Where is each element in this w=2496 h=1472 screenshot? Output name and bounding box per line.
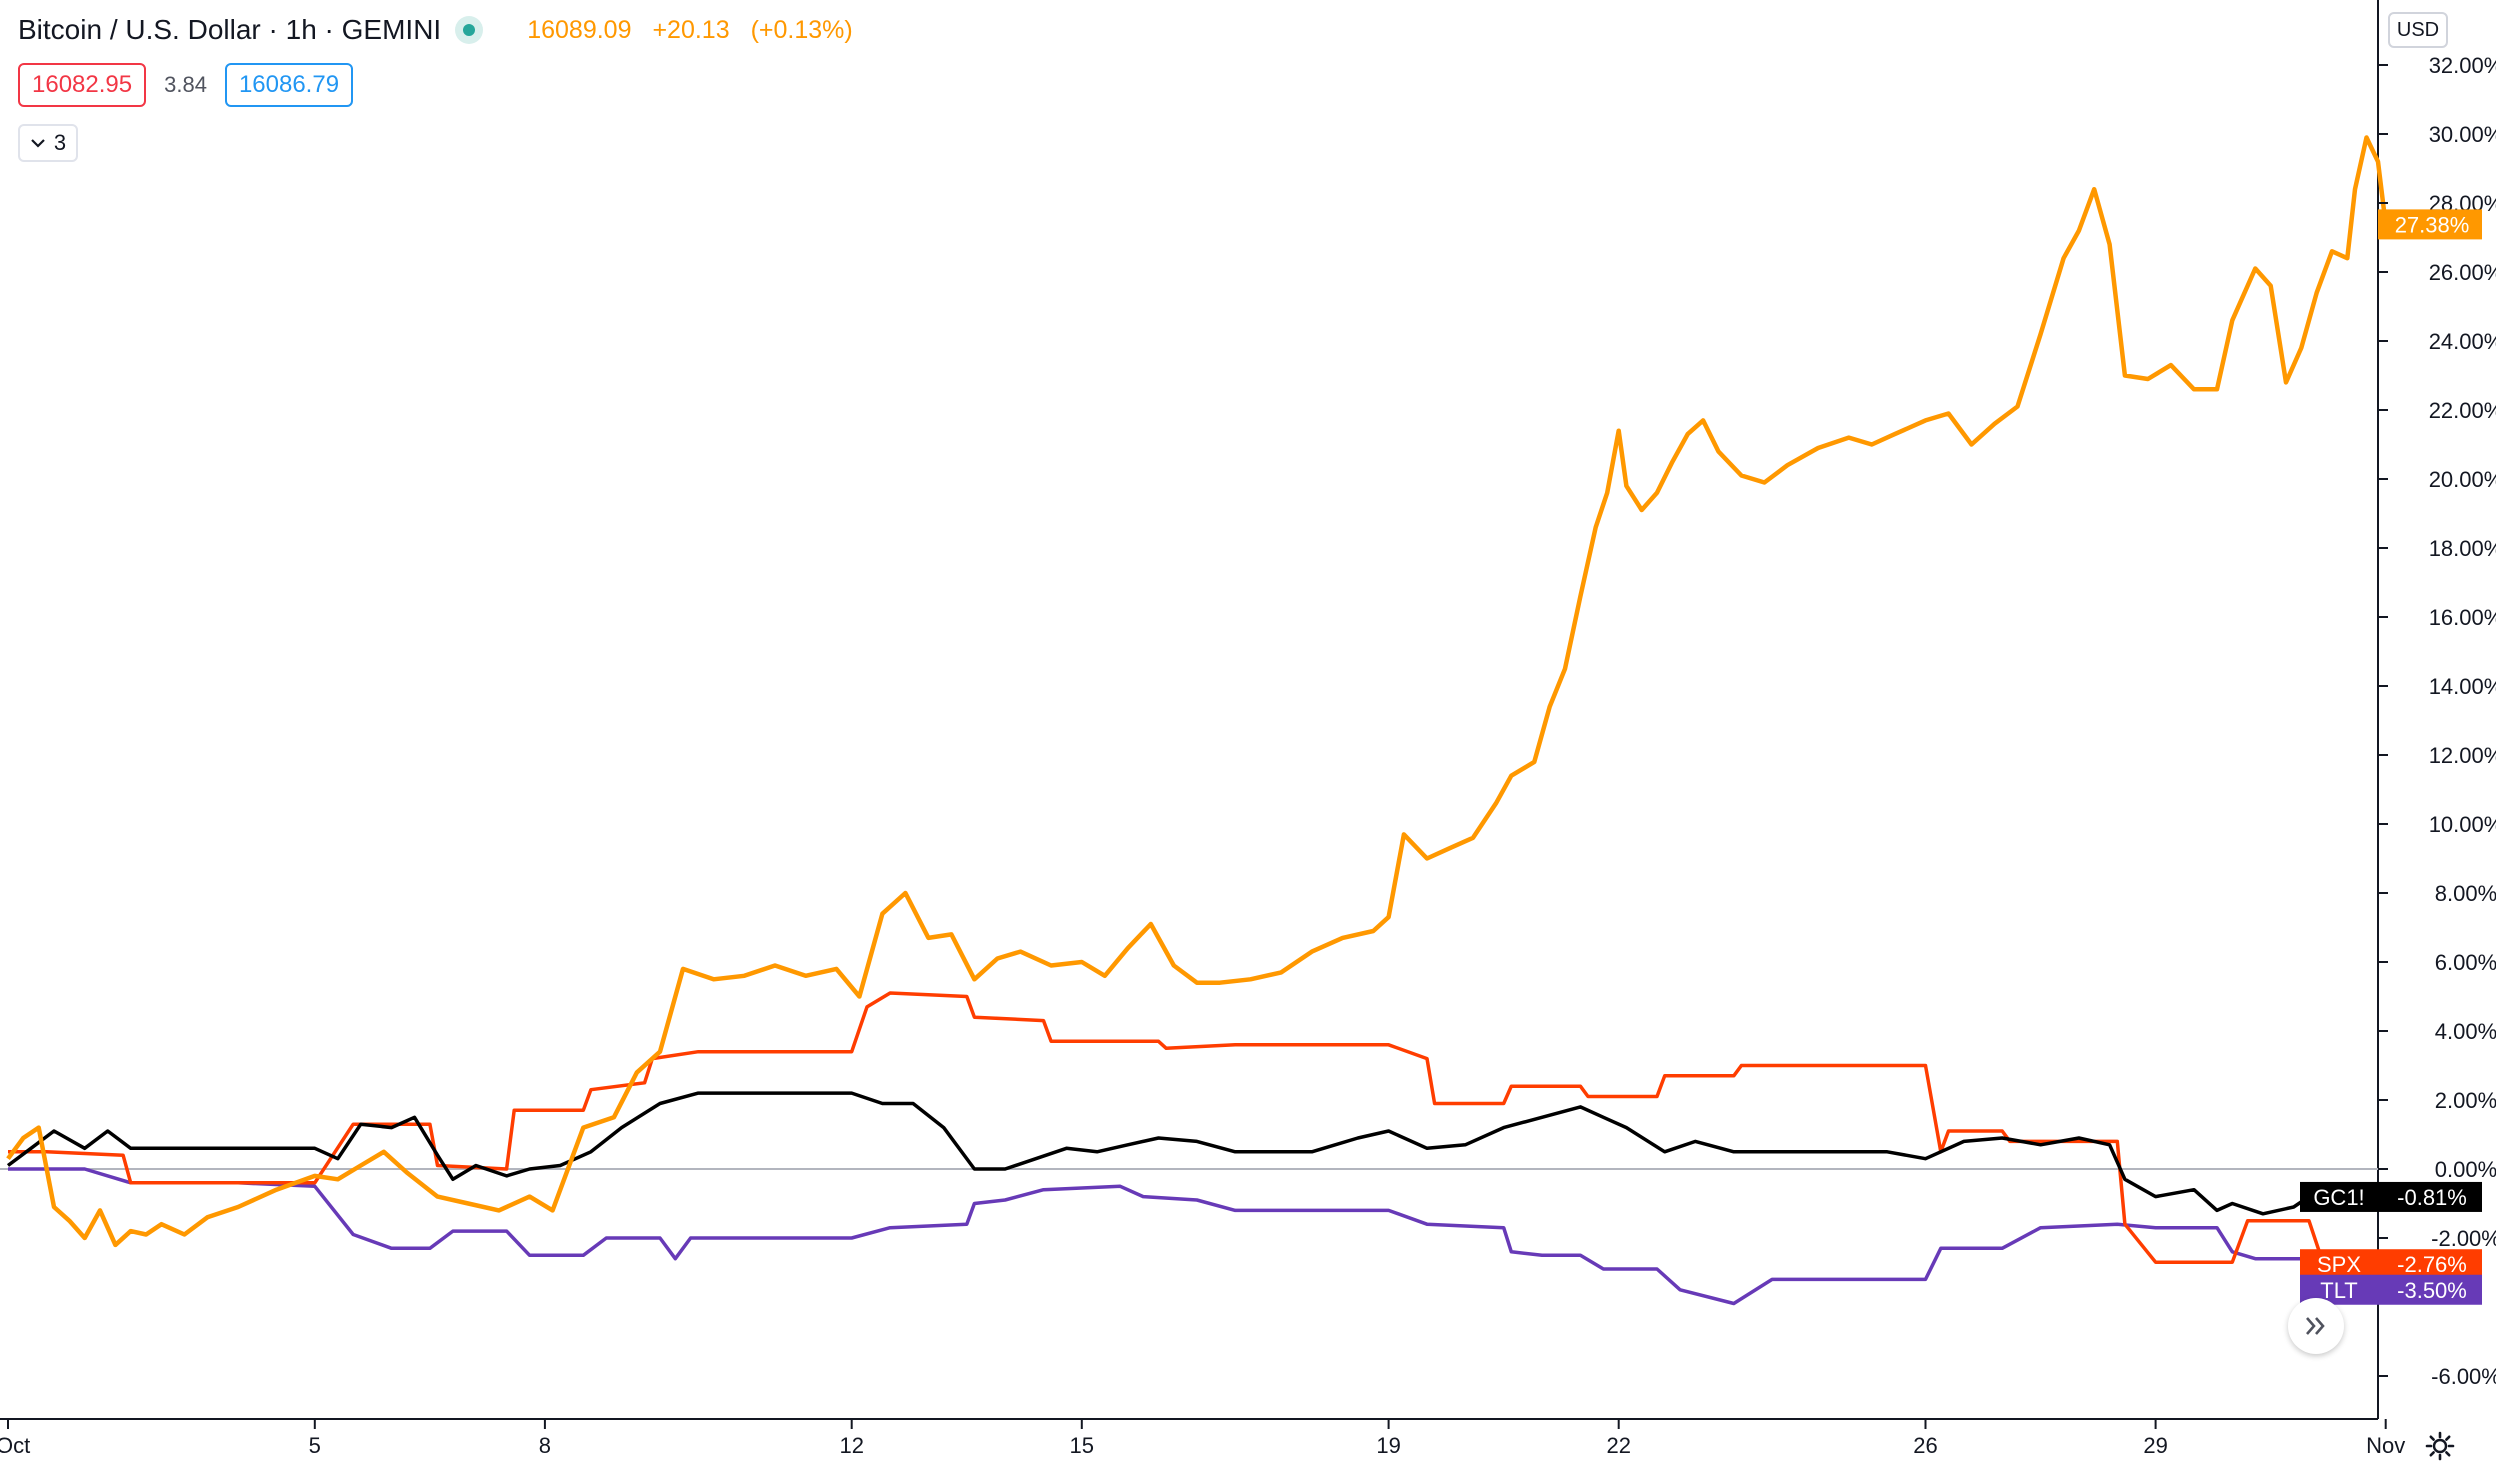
x-tick-label: 22 — [1606, 1433, 1630, 1458]
series-name-label: SPX — [2317, 1252, 2361, 1277]
y-tick-label: 16.00% — [2429, 605, 2496, 630]
y-tick-label: 22.00% — [2429, 398, 2496, 423]
last-value-tag — [2378, 209, 2482, 240]
currency-button[interactable]: USD — [2388, 12, 2448, 48]
x-tick-label: Oct — [0, 1433, 30, 1458]
ask-price-button[interactable]: 16086.79 — [224, 63, 354, 107]
symbol-title[interactable]: Bitcoin / U.S. Dollar · 1h · GEMINI — [18, 14, 442, 45]
y-tick-label: 14.00% — [2429, 674, 2496, 699]
y-tick-label: 6.00% — [2435, 950, 2496, 975]
y-tick-label: 2.00% — [2435, 1088, 2496, 1113]
x-tick-label: 26 — [1913, 1433, 1937, 1458]
price-change-percent: (+0.13%) — [750, 15, 853, 44]
x-tick-label: 19 — [1376, 1433, 1400, 1458]
series-name-label: GC1! — [2313, 1185, 2364, 1210]
bid-price-button[interactable]: 16082.95 — [18, 63, 147, 107]
series-name-tag — [2300, 1181, 2378, 1212]
scroll-to-realtime-button[interactable] — [2288, 1298, 2344, 1354]
x-tick-label: 15 — [1070, 1433, 1094, 1458]
y-tick-label: -2.00% — [2431, 1226, 2496, 1251]
x-tick-label: 8 — [539, 1433, 551, 1458]
y-tick-label: 12.00% — [2429, 743, 2496, 768]
indicators-count: 3 — [53, 130, 67, 155]
y-tick-label: 0.00% — [2435, 1157, 2496, 1182]
last-value-label: -0.81% — [2397, 1185, 2467, 1210]
y-tick-label: 8.00% — [2435, 881, 2496, 906]
last-value-label: -2.76% — [2397, 1252, 2467, 1277]
chevron-down-icon — [31, 139, 45, 148]
series-line-gc — [6, 1091, 2386, 1216]
y-tick-label: 30.00% — [2429, 122, 2496, 147]
y-tick-label: 4.00% — [2435, 1019, 2496, 1044]
series-name-tag — [2300, 1249, 2378, 1280]
last-price-readout: 16089.09 +20.13 (+0.13%) — [527, 16, 867, 45]
y-tick-label: 32.00% — [2429, 53, 2496, 78]
series-name-label: TLT — [2320, 1278, 2357, 1303]
last-value-tag — [2378, 1181, 2482, 1212]
last-price: 16089.09 — [527, 15, 632, 44]
x-tick-label: 29 — [2143, 1433, 2167, 1458]
price-change: +20.13 — [652, 15, 730, 44]
y-tick-label: 26.00% — [2429, 260, 2496, 285]
series-line-btc — [6, 135, 2388, 1248]
y-tick-label: -6.00% — [2431, 1364, 2496, 1389]
market-open-dot-icon — [455, 16, 484, 44]
chart-legend-header: Bitcoin / U.S. Dollar · 1h · GEMINI 1608… — [18, 12, 867, 48]
y-tick-label: 10.00% — [2429, 812, 2496, 837]
last-value-tag — [2378, 1274, 2482, 1305]
x-tick-label: Nov — [2366, 1433, 2405, 1458]
gear-icon — [2425, 1431, 2455, 1461]
last-value-label: 27.38% — [2395, 212, 2470, 237]
last-value-tag — [2378, 1249, 2482, 1280]
spread-value: 3.84 — [164, 72, 207, 97]
series-line-tlt — [8, 1167, 2386, 1306]
last-value-label: -3.50% — [2397, 1278, 2467, 1303]
time-scale[interactable]: Oct 5 8 12 15 19 22 26 29 Nov — [0, 1419, 2405, 1458]
chart-settings-button[interactable] — [2422, 1428, 2458, 1464]
x-tick-label: 5 — [309, 1433, 321, 1458]
bid-ask-row: 16082.95 3.84 16086.79 — [18, 63, 354, 107]
double-chevron-right-icon — [2306, 1317, 2325, 1335]
indicators-collapse-button[interactable]: 3 — [18, 124, 78, 162]
y-tick-label: 18.00% — [2429, 536, 2496, 561]
y-tick-label: 24.00% — [2429, 329, 2496, 354]
y-tick-label: 20.00% — [2429, 467, 2496, 492]
last-value-tags: 27.38% GC1! -0.81% SPX -2.76% TLT -3.50% — [2300, 209, 2482, 1305]
series-layer — [6, 135, 2388, 1306]
x-tick-label: 12 — [839, 1433, 863, 1458]
